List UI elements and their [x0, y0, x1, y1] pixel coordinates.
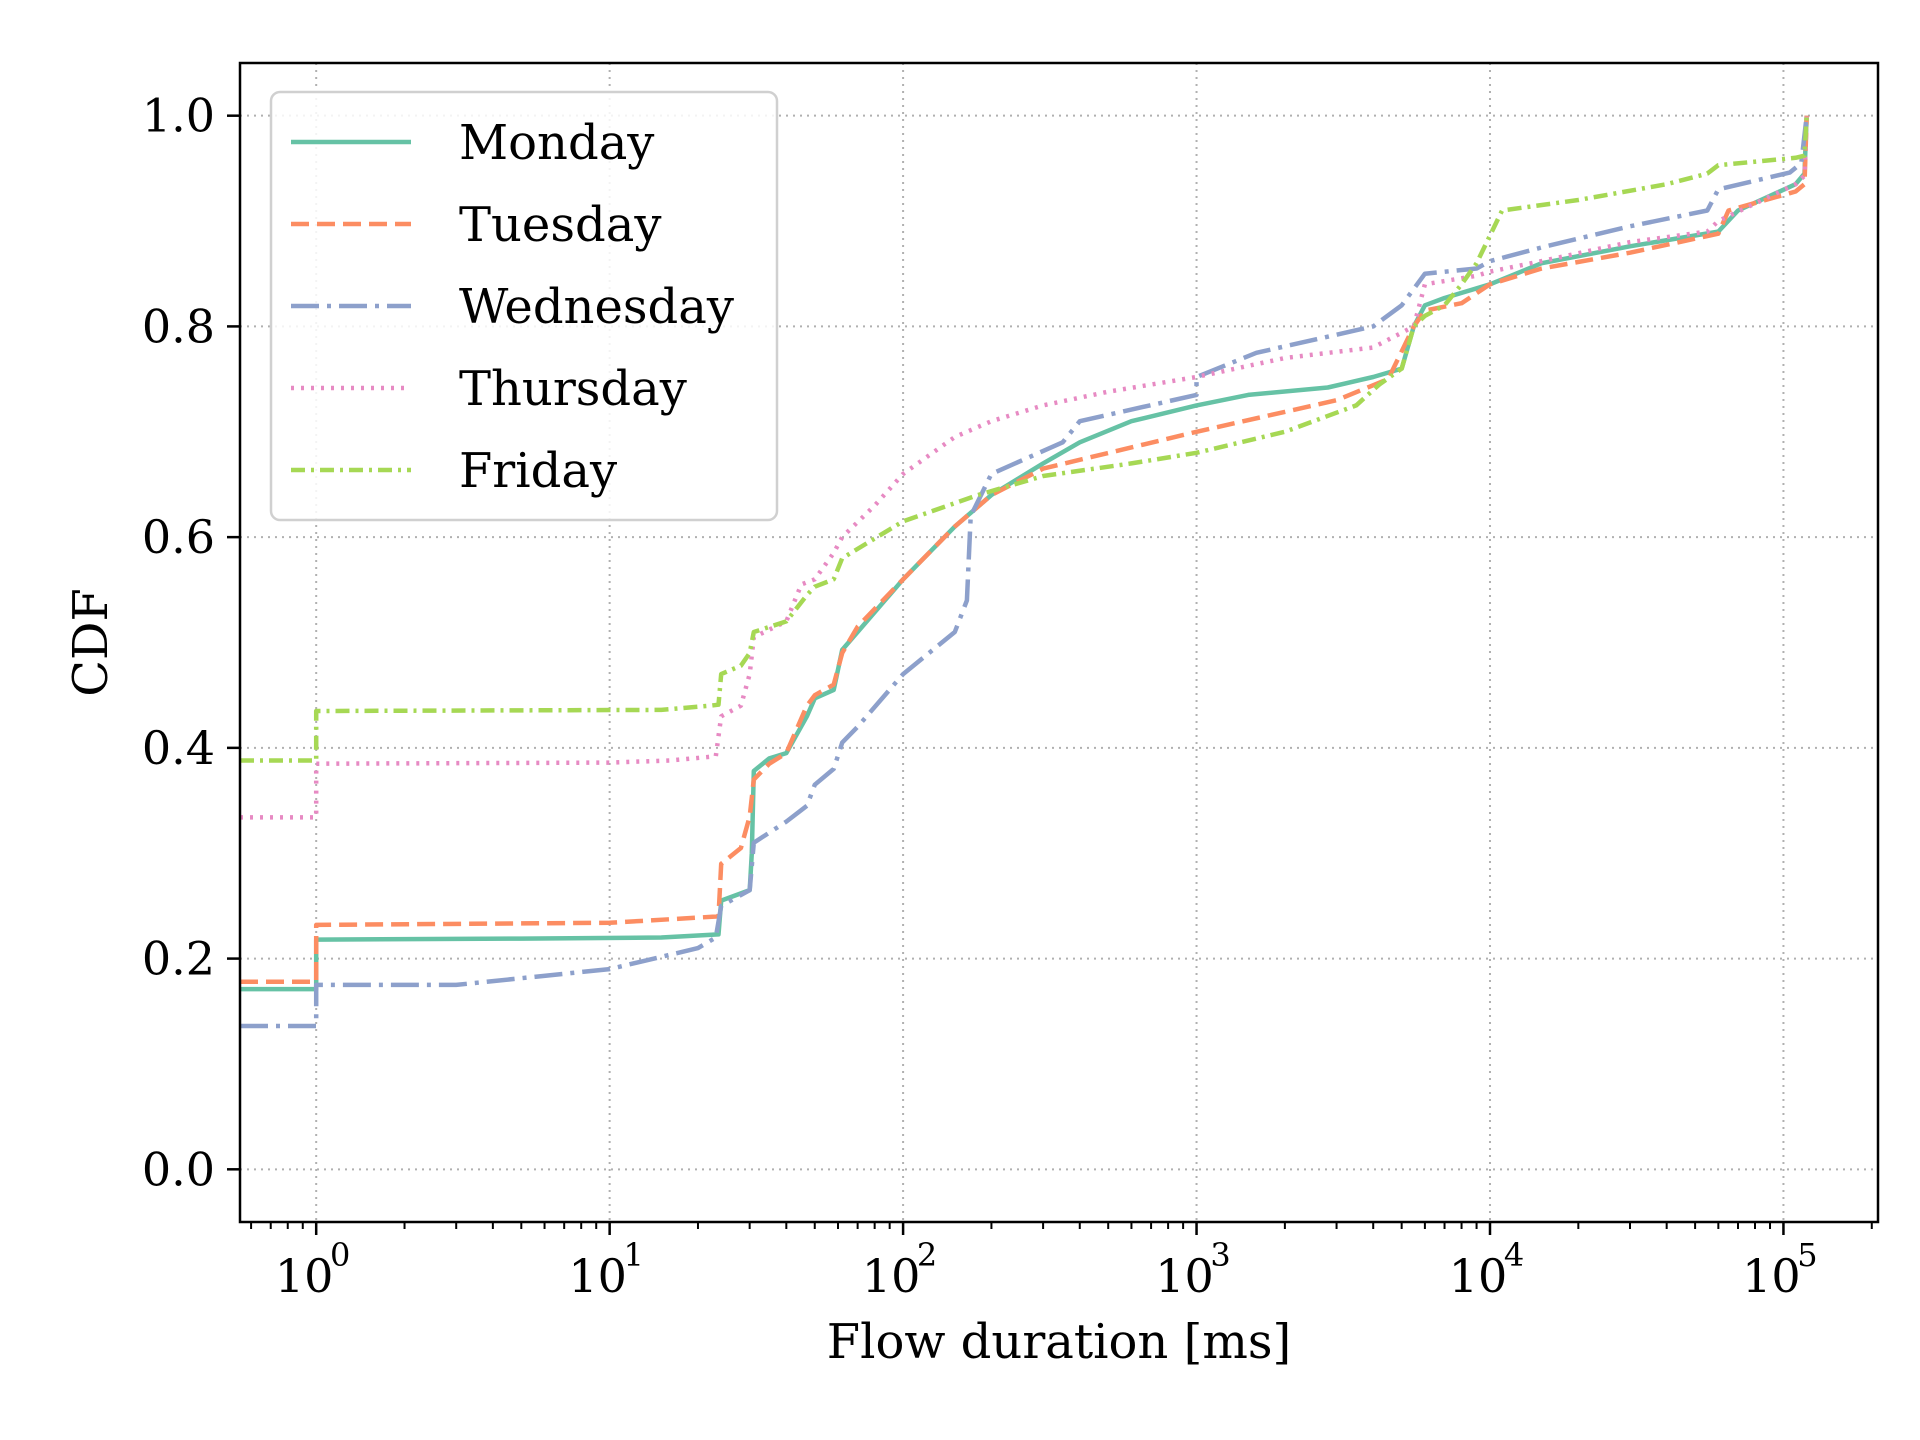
legend-label-thursday: Thursday [459, 361, 687, 417]
legend-label-tuesday: Tuesday [459, 197, 661, 253]
legend-label-wednesday: Wednesday [459, 279, 734, 335]
x-tick-label-exponent: 4 [1504, 1236, 1524, 1274]
y-tick-label: 1.0 [142, 89, 215, 143]
legend-label-friday: Friday [459, 443, 617, 499]
x-tick-label: 10 [1449, 1249, 1508, 1303]
x-tick-label: 10 [275, 1249, 334, 1303]
x-tick-label-exponent: 5 [1797, 1236, 1817, 1274]
y-tick-label: 0.6 [142, 510, 215, 564]
series-lines [240, 115, 1809, 1029]
legend-box [269, 90, 779, 522]
x-tick-label-exponent: 0 [330, 1236, 350, 1274]
x-tick-label-exponent: 3 [1210, 1236, 1230, 1274]
y-tick-label: 0.4 [142, 721, 215, 775]
plot-frame [238, 61, 1880, 1224]
x-tick-label: 10 [862, 1249, 921, 1303]
y-axis-label: CDF [63, 588, 119, 697]
x-tick-label: 10 [1155, 1249, 1214, 1303]
x-tick-label: 10 [1742, 1249, 1801, 1303]
series-line-tuesday [240, 115, 1809, 985]
legend: Monday Tuesday Wednesday Thursday Friday [269, 90, 779, 522]
series-line-thursday [240, 115, 1809, 820]
x-tick-label-exponent: 2 [917, 1236, 937, 1274]
series-line-wednesday [240, 115, 1809, 1029]
y-tick-label: 0.2 [142, 932, 215, 986]
x-axis-label: Flow duration [ms] [827, 1314, 1291, 1370]
y-tick-label: 0.0 [142, 1142, 215, 1196]
x-tick-label: 10 [568, 1249, 627, 1303]
x-tick-label-exponent: 1 [623, 1236, 643, 1274]
series-line-monday [240, 115, 1809, 992]
y-tick-label: 0.8 [142, 299, 215, 353]
series-line-friday [240, 115, 1809, 763]
legend-label-monday: Monday [459, 115, 654, 171]
